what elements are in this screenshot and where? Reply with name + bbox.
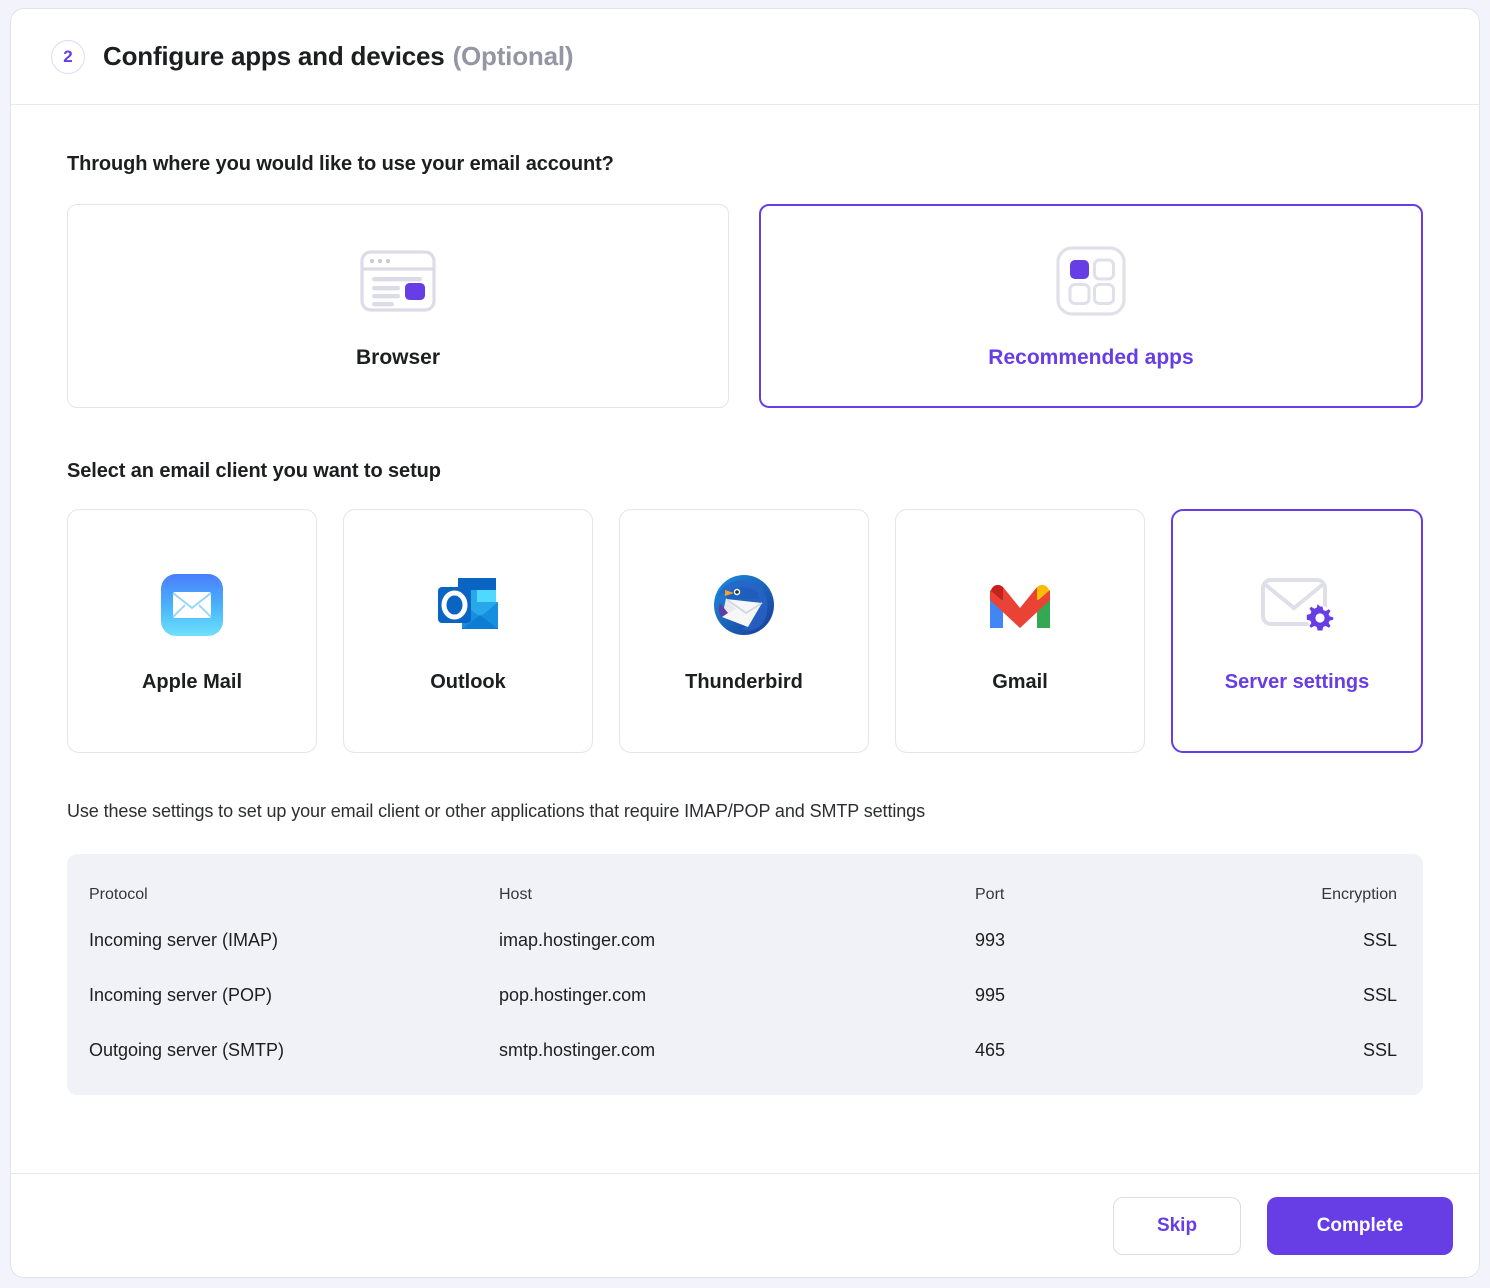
gmail-icon [985,567,1055,643]
client-card-server-settings-label: Server settings [1224,670,1370,693]
cell-port: 995 [975,985,1006,1005]
column-header-port: Port [975,886,1005,903]
client-card-apple-mail-label: Apple Mail [141,670,242,693]
table-row: Incoming server (POP) pop.hostinger.com … [89,985,1397,1040]
column-header-encryption: Encryption [1321,886,1397,903]
usage-option-browser-label: Browser [355,346,441,369]
cell-host: pop.hostinger.com [499,985,647,1005]
page-title: Configure apps and devices (Optional) [103,41,574,72]
usage-question: Through where you would like to use your… [67,153,614,175]
apple-mail-icon [161,567,223,643]
usage-options-row: Browser Recommended apps [67,204,1423,408]
settings-description: Use these settings to set up your email … [67,801,925,821]
column-header-host: Host [499,886,532,903]
column-header-protocol: Protocol [89,886,148,903]
wizard-card: 2 Configure apps and devices (Optional) … [10,8,1480,1278]
cell-encryption: SSL [1362,1040,1397,1060]
client-card-thunderbird-label: Thunderbird [685,670,803,693]
cell-protocol: Outgoing server (SMTP) [89,1040,285,1060]
page-title-text: Configure apps and devices [103,41,445,71]
client-card-thunderbird[interactable]: Thunderbird [619,509,869,753]
cell-port: 993 [975,930,1006,950]
server-settings-table: Protocol Host Port Encryption Incoming s… [89,880,1397,1065]
table-row: Outgoing server (SMTP) smtp.hostinger.co… [89,1040,1397,1065]
client-card-server-settings[interactable]: Server settings [1171,509,1423,753]
skip-button[interactable]: Skip [1113,1196,1241,1255]
step-number-badge: 2 [51,39,85,74]
usage-option-browser[interactable]: Browser [67,204,729,408]
table-row: Incoming server (IMAP) imap.hostinger.co… [89,930,1397,985]
server-settings-panel: Protocol Host Port Encryption Incoming s… [67,854,1423,1095]
client-card-outlook[interactable]: Outlook [343,509,593,753]
usage-option-recommended-apps-label: Recommended apps [988,346,1194,369]
envelope-gear-icon [1260,567,1334,643]
card-footer: Skip Complete [11,1173,1479,1277]
cell-host: imap.hostinger.com [499,930,656,950]
card-body: Through where you would like to use your… [11,105,1479,1173]
cell-port: 465 [975,1040,1006,1060]
client-card-gmail-label: Gmail [992,670,1048,693]
outlook-icon [436,567,500,643]
client-card-gmail[interactable]: Gmail [895,509,1145,753]
page-title-optional: (Optional) [452,41,574,71]
complete-button[interactable]: Complete [1267,1196,1453,1255]
cell-protocol: Incoming server (POP) [89,985,273,1005]
client-card-apple-mail[interactable]: Apple Mail [67,509,317,753]
thunderbird-icon [712,567,776,643]
clients-row: Apple Mail [67,509,1423,753]
card-header: 2 Configure apps and devices (Optional) [11,9,1479,105]
client-card-outlook-label: Outlook [430,670,506,693]
cell-encryption: SSL [1362,985,1397,1005]
cell-host: smtp.hostinger.com [499,1040,656,1060]
cell-protocol: Incoming server (IMAP) [89,930,279,950]
usage-option-recommended-apps[interactable]: Recommended apps [759,204,1423,408]
cell-encryption: SSL [1362,930,1397,950]
table-header-row: Protocol Host Port Encryption [89,880,1397,930]
clients-heading: Select an email client you want to setup [67,460,441,482]
browser-window-icon [360,242,436,320]
app-grid-icon [1056,242,1126,320]
